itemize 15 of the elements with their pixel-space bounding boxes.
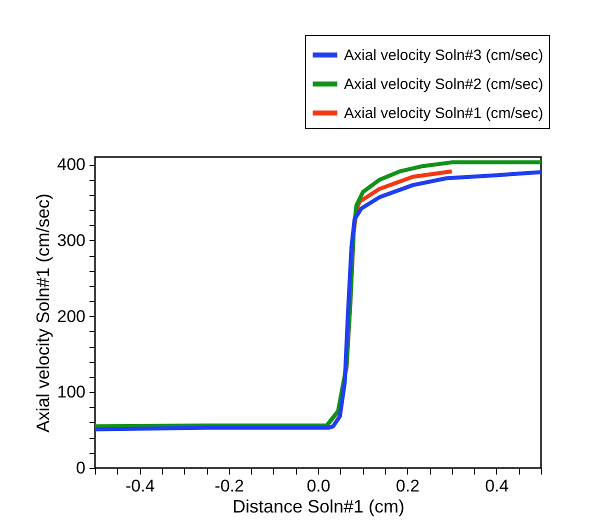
- y-tick-label: 100: [57, 382, 86, 402]
- legend-label: Axial velocity Soln#3 (cm/sec): [344, 47, 544, 64]
- y-axis-title: Axial velocity Soln#1 (cm/sec): [33, 193, 54, 433]
- x-axis-title: Distance Soln#1 (cm): [232, 496, 405, 516]
- x-tick-label: 0.0: [306, 476, 330, 496]
- x-tick-label: 0.4: [485, 476, 509, 496]
- x-tick-label: 0.2: [396, 476, 420, 496]
- legend-label: Axial velocity Soln#1 (cm/sec): [344, 105, 544, 122]
- x-tick-label: -0.4: [125, 476, 155, 496]
- y-tick-label: 200: [57, 306, 86, 326]
- y-tick-label: 400: [57, 155, 86, 174]
- y-tick-label: 0: [76, 458, 86, 478]
- y-tick-label: 300: [57, 230, 86, 250]
- legend-label: Axial velocity Soln#2 (cm/sec): [344, 76, 544, 93]
- x-tick-label: -0.2: [214, 476, 244, 496]
